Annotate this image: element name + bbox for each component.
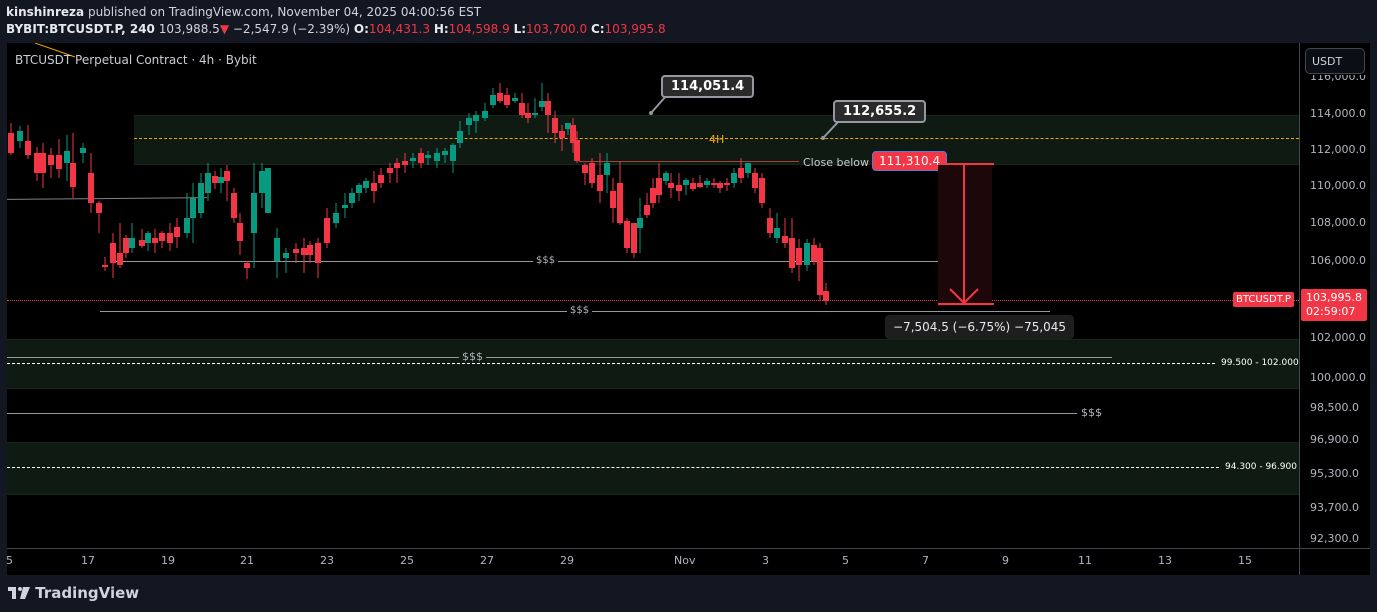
y-tick: 102,000.0 [1310,331,1366,344]
liquidity-label-1: $$$ [533,255,559,266]
y-tick: 95,300.0 [1310,467,1359,480]
zone-94300-96900 [7,442,1299,495]
x-tick: 19 [161,554,175,567]
bar-countdown: 02:59:07 [1306,305,1356,318]
close-value: 103,995.8 [604,22,666,36]
plot-area[interactable]: 4H Close below 111,310.4 $$$ $$$ $$$ 99.… [7,43,1299,548]
trendline-fragment [35,43,76,58]
x-tick: 13 [1158,554,1172,567]
symbol-label: BYBIT:BTCUSDT.P, 240 [6,22,155,36]
down-arrow-measure-icon [938,163,994,305]
y-tick: 93,700.0 [1310,501,1359,514]
y-tick: 98,500.0 [1310,401,1359,414]
y-tick: 100,000.0 [1310,371,1366,384]
open-label: O: [353,22,369,36]
liquidity-label-2: $$$ [567,305,593,316]
logo-text: TradingView [35,584,140,602]
chart-title: BTCUSDT Perpetual Contract · 4h · Bybit [15,53,257,67]
close-below-value: 111,310.4 [872,151,948,171]
low-label: L: [513,22,527,36]
level-4h-line [134,138,1299,139]
x-tick: 15 [1238,554,1252,567]
last-price-tag: 103,995.8 02:59:07 [1301,289,1367,321]
y-tick: 114,000.0 [1310,107,1366,120]
ohlc-legend: BYBIT:BTCUSDT.P, 240 103,988.5▼ −2,547.9… [6,22,666,36]
x-tick: 5 [842,554,849,567]
x-tick: 23 [320,554,334,567]
chart-container[interactable]: 4H Close below 111,310.4 $$$ $$$ $$$ 99.… [6,43,1370,575]
close-below-line[interactable] [579,161,799,162]
high-value: 104,598.9 [448,22,510,36]
down-arrow-icon: ▼ [219,22,230,36]
symbol-price-tag: BTCUSDT.P [1233,292,1294,307]
zone-99500-102000 [7,339,1299,389]
change-value: −2,547.9 (−2.39%) [232,22,351,36]
measure-label: −7,504.5 (−6.75%) −75,045 [885,315,1075,339]
tradingview-logo-icon [8,587,30,599]
x-tick: 9 [1002,554,1009,567]
y-tick: 108,000.0 [1310,216,1366,229]
callout-pointer-2 [821,120,840,140]
x-tick: 3 [762,554,769,567]
x-tick: 7 [922,554,929,567]
zone-1-label: 99.500 - 102.000 [1221,358,1299,368]
x-tick: Nov [674,554,696,567]
currency-button[interactable]: USDT [1305,48,1365,74]
last-price: 103,988.5 [158,22,220,36]
zone-2-midline [7,467,1219,468]
x-tick: 17 [81,554,95,567]
y-tick: 110,000.0 [1310,179,1366,192]
x-tick: 5 [6,554,13,567]
publish-text: published on TradingView.com, November 0… [87,5,482,19]
y-tick: 106,000.0 [1310,254,1366,267]
y-tick: 96,900.0 [1310,433,1359,446]
candlestick-series[interactable] [7,43,1299,548]
tradingview-logo[interactable]: TradingView [8,584,139,602]
y-tick: 92,300.0 [1310,532,1359,545]
liquidity-label-4: $$$ [1081,406,1102,419]
high-label: H: [433,22,449,36]
zone-4h-supply [134,115,1299,165]
x-tick: 29 [560,554,574,567]
x-tick: 21 [240,554,254,567]
x-tick: 27 [480,554,494,567]
close-below-text: Close below [803,156,869,169]
low-value: 103,700.0 [526,22,588,36]
liquidity-line-3[interactable] [7,357,1112,358]
liquidity-line-4[interactable] [7,413,1077,414]
y-tick: 112,000.0 [1310,143,1366,156]
y-tick: 116,000.0 [1310,70,1366,83]
x-tick: 11 [1078,554,1092,567]
last-price-value: 103,995.8 [1306,291,1362,304]
publisher-name: kinshinreza [6,5,85,19]
price-axis-border [1299,43,1300,575]
label-4h: 4H [709,133,725,146]
x-tick: 25 [400,554,414,567]
open-value: 104,431.3 [368,22,430,36]
callout-high[interactable]: 114,051.4 [661,75,755,98]
time-axis-border [7,548,1370,549]
zone-1-midline [7,363,1215,364]
zone-2-label: 94.300 - 96.900 [1225,462,1297,472]
last-price-line [7,300,1299,301]
callout-pointer-1 [649,94,668,115]
callout-mid[interactable]: 112,655.2 [833,100,927,123]
close-label: C: [590,22,605,36]
publish-info: kinshinreza published on TradingView.com… [6,5,481,19]
liquidity-label-3: $$$ [459,350,486,363]
